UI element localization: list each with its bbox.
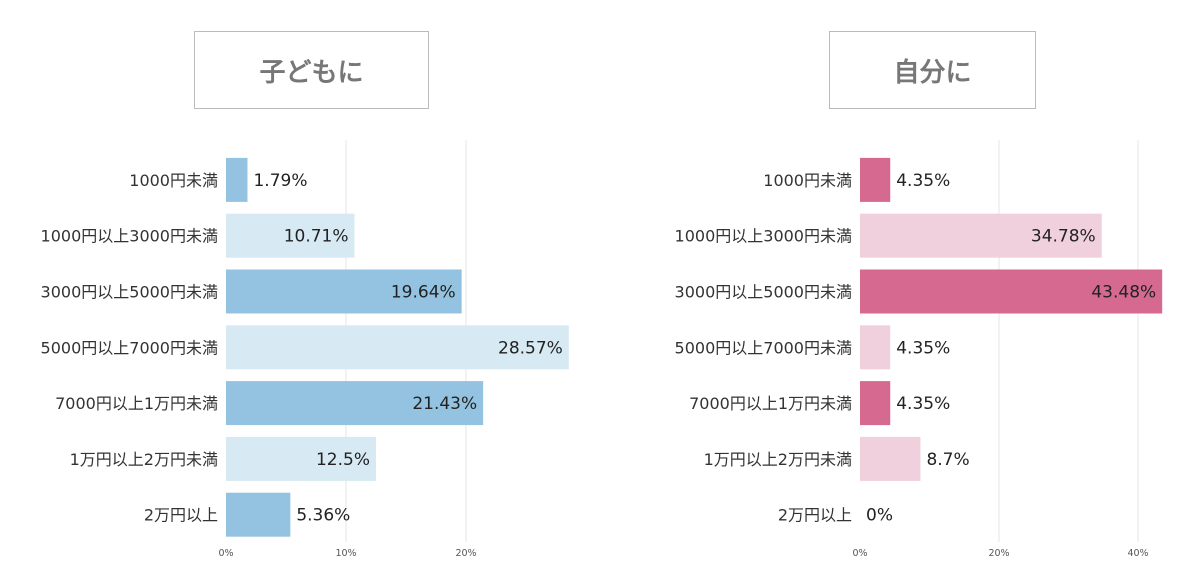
children-value-label: 5.36% [296,506,350,526]
children-bar [226,381,484,426]
chart-title-children-text: 子どもに [259,57,364,88]
self-x-tick-label: 0% [852,548,867,559]
self-bar [860,436,921,481]
self-category-label: 1000円以上3000円未満 [675,227,852,246]
children-category-label: 1000円以上3000円未満 [41,227,218,246]
self-value-label: 4.35% [896,338,950,358]
chart-title-children: 子どもに [194,31,429,109]
bar-chart-children: 1000円未満 1.79% 1000円以上3000円未満 10.71% 3000円以上5… [41,140,569,559]
self-category-label: 7000円以上1万円未満 [689,394,852,413]
chart-title-self: 自分に [829,31,1036,109]
bar-chart-self: 1000円未満 4.35% 1000円以上3000円未満 34.78% 3000円以上5… [675,140,1163,559]
children-bar [226,269,462,314]
self-value-label: 8.7% [926,450,969,470]
self-x-tick-label: 40% [1127,548,1148,559]
children-value-label: 19.64% [391,283,456,303]
self-bar [860,157,891,202]
children-value-label: 28.57% [498,338,563,358]
self-x-tick-label: 20% [988,548,1009,559]
children-value-label: 10.71% [284,227,349,247]
children-category-label: 7000円以上1万円未満 [55,394,218,413]
self-value-label: 4.35% [896,394,950,414]
self-category-label: 2万円以上 [778,506,852,525]
self-bar [860,213,1102,258]
children-category-label: 1000円未満 [129,171,218,190]
self-bar [860,325,891,370]
children-category-label: 5000円以上7000円未満 [41,338,218,357]
children-x-tick-label: 20% [455,548,476,559]
self-category-label: 1000円未満 [763,171,852,190]
self-bar [860,381,891,426]
children-value-label: 21.43% [412,394,477,414]
self-value-label: 34.78% [1031,227,1096,247]
children-category-label: 2万円以上 [144,506,218,525]
children-category-label: 3000円以上5000円未満 [41,283,218,302]
children-category-label: 1万円以上2万円未満 [70,450,218,469]
self-value-label: 4.35% [896,171,950,191]
self-bar [860,269,1163,314]
chart-title-self-text: 自分に [893,57,972,88]
children-bar [226,213,355,258]
self-category-label: 3000円以上5000円未満 [675,283,852,302]
self-category-label: 5000円以上7000円未満 [675,338,852,357]
children-value-label: 12.5% [316,450,370,470]
children-bar [226,492,291,537]
children-x-tick-label: 0% [218,548,233,559]
self-value-label: 0% [866,506,893,526]
children-bar [226,325,569,370]
children-bar [226,436,376,481]
children-bar [226,157,248,202]
self-value-label: 43.48% [1091,283,1156,303]
children-x-tick-label: 10% [335,548,356,559]
children-value-label: 1.79% [253,171,307,191]
self-category-label: 1万円以上2万円未満 [704,450,852,469]
